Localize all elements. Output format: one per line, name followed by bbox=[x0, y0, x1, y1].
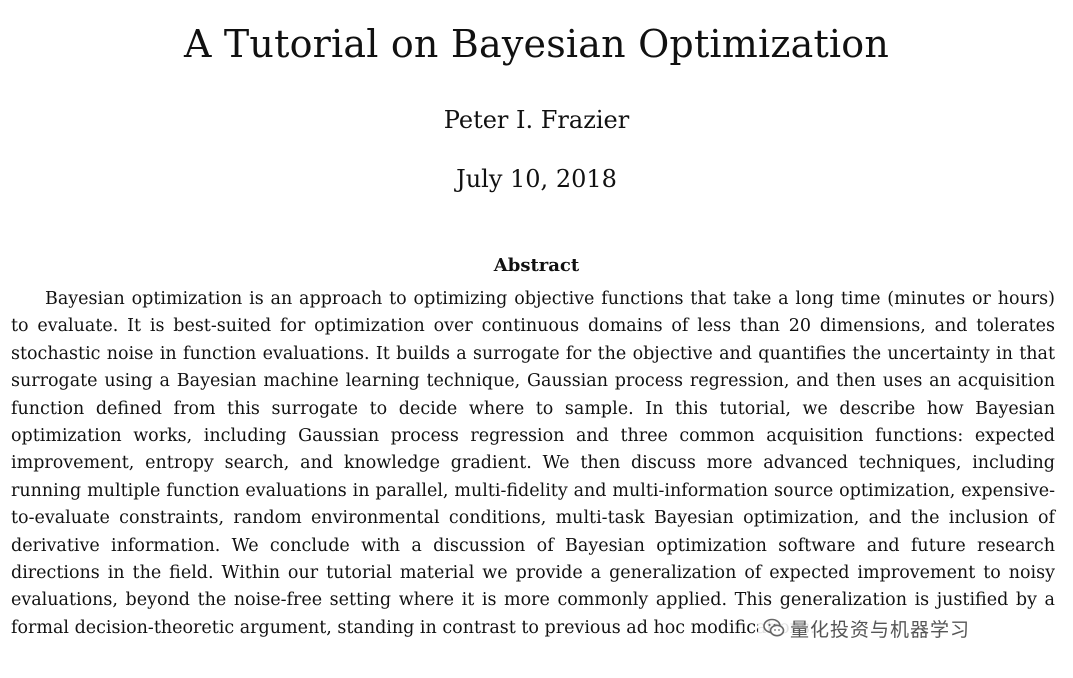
wechat-logo-icon bbox=[763, 618, 785, 637]
watermark-text: 量化投资与机器学习 bbox=[790, 618, 971, 641]
watermark: 量化投资与机器学习 bbox=[758, 614, 975, 642]
author-name: Peter I. Frazier bbox=[443, 106, 630, 134]
abstract-heading: Abstract bbox=[493, 255, 580, 276]
paper-title: A Tutorial on Bayesian Optimization bbox=[183, 22, 890, 66]
abstract-text: Bayesian optimization is an approach to … bbox=[11, 289, 1055, 638]
publication-date: July 10, 2018 bbox=[456, 165, 617, 193]
